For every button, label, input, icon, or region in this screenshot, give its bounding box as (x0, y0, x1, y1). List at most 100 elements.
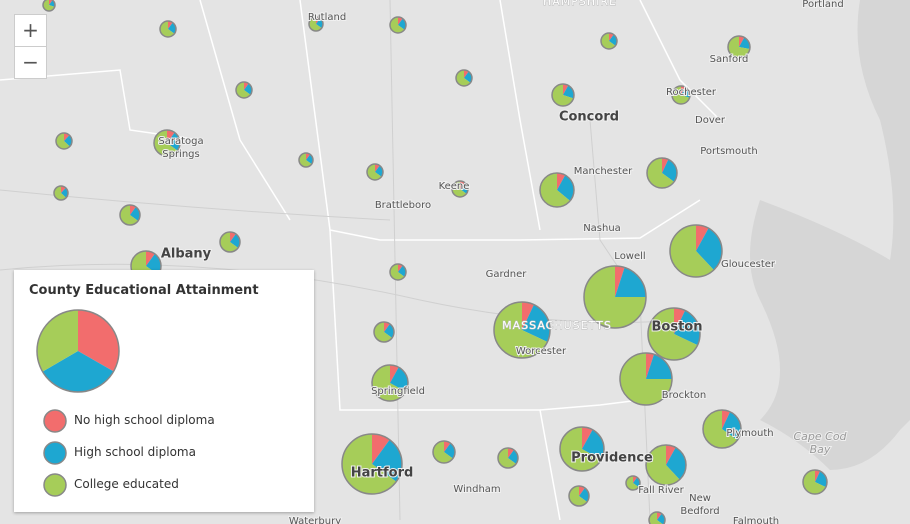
zoom-in[interactable]: + (14, 14, 47, 47)
pie-outline (625, 475, 641, 491)
pie (159, 20, 177, 38)
pie-outline (389, 263, 407, 281)
pie-slice (64, 135, 72, 147)
pie (647, 307, 701, 361)
pie-outline (341, 433, 403, 495)
pie-slice (722, 410, 731, 429)
pie-outline (539, 172, 575, 208)
pie-slice (600, 33, 616, 49)
pie-outline (702, 409, 742, 449)
place-label: Concord (559, 110, 619, 125)
pie (389, 263, 407, 281)
pie-slice (37, 310, 78, 372)
pie (455, 69, 473, 87)
pie (648, 511, 666, 524)
pie-slice (306, 153, 311, 160)
zoom-out[interactable]: − (14, 46, 47, 79)
pie-slice (306, 154, 314, 165)
place-label: Brockton (662, 390, 707, 401)
place-label: Springs (162, 149, 199, 160)
pie-slice (230, 233, 240, 248)
pie (671, 85, 691, 105)
pie-outline (153, 129, 181, 157)
place-label: Portsmouth (700, 146, 758, 157)
pie (119, 204, 141, 226)
pie-slice (464, 70, 469, 78)
pie (600, 32, 618, 50)
pie-slice (582, 427, 593, 449)
pie-slice (728, 36, 750, 58)
pie-slice (168, 22, 177, 34)
pie (583, 265, 647, 329)
pie-slice (230, 232, 236, 242)
place-label: New (689, 493, 711, 504)
pie-slice (375, 164, 380, 172)
pie (539, 172, 575, 208)
place-label: Lowell (614, 251, 645, 262)
legend-label: High school diploma (74, 445, 196, 459)
pie-outline (432, 440, 456, 464)
pie (669, 224, 723, 278)
pie-outline (497, 447, 519, 469)
place-label: Falmouth (733, 516, 779, 524)
legend-swatch (43, 409, 67, 433)
pie-outline (298, 152, 314, 168)
pie-slice (460, 182, 468, 194)
pie-slice (119, 205, 139, 225)
pie-outline (568, 485, 590, 507)
pie-outline (559, 426, 605, 472)
place-label: Springfield (371, 386, 425, 397)
pie-slice (646, 353, 655, 379)
place-label: Saratoga (158, 136, 203, 147)
pie (371, 364, 409, 402)
pie (493, 301, 551, 359)
pie-slice (672, 86, 690, 104)
pie-slice (609, 34, 617, 46)
pie-outline (551, 83, 575, 107)
place-label: Nashua (583, 223, 621, 234)
pie-slice (53, 186, 67, 201)
place-label: Boston (652, 320, 703, 335)
pie-slice (674, 308, 686, 334)
pie (568, 485, 590, 507)
pie-slice (160, 21, 175, 38)
place-label: MASSACHUSETTS (502, 319, 612, 332)
pie-slice (696, 228, 722, 270)
pie-slice (78, 310, 119, 372)
legend-label: No high school diploma (74, 413, 215, 427)
pie (36, 309, 120, 393)
pie-slice (398, 17, 403, 25)
pie-outline (619, 352, 673, 406)
pie-slice (681, 86, 686, 95)
pie-slice (464, 71, 472, 83)
pie-slice (374, 322, 393, 343)
pie-slice (560, 427, 602, 472)
pie-slice (61, 187, 68, 198)
pie-slice (372, 365, 406, 401)
pie-slice (674, 310, 700, 346)
pie-slice (557, 173, 566, 190)
pie-slice (802, 470, 826, 495)
pie-slice (703, 410, 738, 448)
pie-slice (390, 367, 408, 392)
pie-outline (600, 32, 618, 50)
pie-slice (49, 0, 53, 5)
pie-slice (456, 70, 471, 86)
pie-outline (583, 265, 647, 329)
pie (308, 16, 324, 32)
place-label: Hartford (351, 466, 414, 481)
pie-slice (666, 445, 676, 465)
pie-slice (375, 165, 383, 177)
pie-slice (648, 308, 698, 361)
place-label: Cape Cod (793, 430, 847, 443)
pie-slice (220, 232, 239, 252)
pie-slice (316, 17, 321, 24)
pie-slice (130, 206, 140, 221)
legend-title: County Educational Attainment (29, 283, 259, 298)
pie-slice (540, 173, 571, 207)
pie (727, 35, 751, 59)
place-label: HAMPSHIRE (543, 0, 617, 8)
pie-outline (55, 132, 73, 150)
place-label: Gloucester (721, 259, 776, 270)
place-label: Dover (695, 115, 726, 126)
